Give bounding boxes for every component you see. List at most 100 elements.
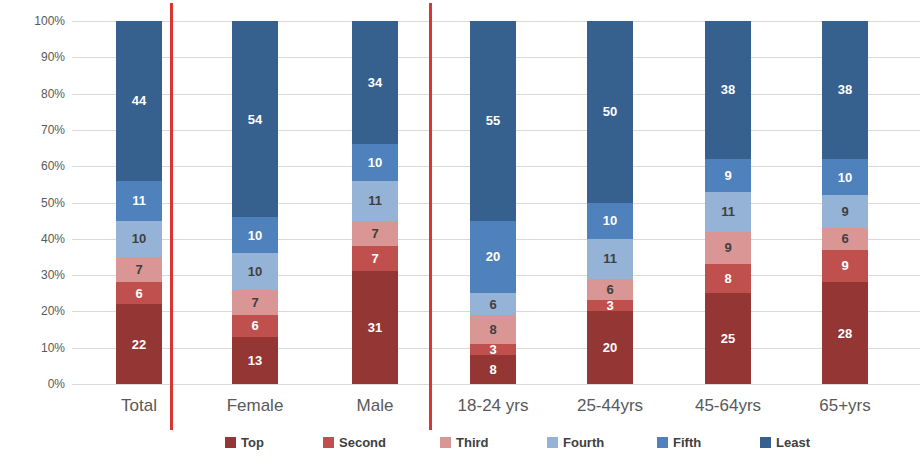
bar-segment-value: 55 [486,115,500,126]
category-label: Female [195,396,315,416]
legend-label: Top [241,436,264,449]
bar-segment-value: 10 [132,233,146,244]
y-axis-tick-label: 60% [7,160,65,173]
bar-segment-value: 20 [603,342,617,353]
y-axis-tick-label: 10% [7,342,65,355]
legend-item: Third [440,435,489,449]
bar-segment: 10 [352,144,398,180]
bar-segment-value: 3 [489,344,496,355]
bar-segment: 8 [470,355,516,384]
bar-segment-value: 28 [838,328,852,339]
y-axis-tick-label: 50% [7,197,65,210]
bar-segment: 6 [822,228,868,250]
bar-segment: 8 [705,264,751,293]
legend-swatch [657,437,668,448]
bar-segment: 31 [352,271,398,384]
bar-segment-value: 9 [841,260,848,271]
bar-segment-value: 11 [368,195,382,206]
bar-segment: 38 [822,21,868,159]
bar-segment: 6 [116,282,162,304]
bar-segment: 55 [470,21,516,221]
legend-item: Fourth [547,435,604,449]
bar-segment: 7 [116,257,162,282]
bar-segment-value: 10 [248,266,262,277]
bar-segment: 6 [470,293,516,315]
bar-segment: 10 [587,203,633,239]
bar-segment: 44 [116,21,162,181]
divider-line [170,3,173,430]
bar: 5410107613 [232,21,278,384]
bar-segment-value: 11 [603,253,617,264]
bar: 38 9 11 9 8 25 [705,21,751,384]
bar-segment-value: 54 [248,114,262,125]
legend-item: Fifth [657,435,701,449]
bar-segment: 34 [352,21,398,144]
category-label: 45-64yrs [668,396,788,416]
bar-segment: 9 [822,195,868,228]
bar-segment-value: 31 [368,322,382,333]
bar: 34 10 11 7 7 31 [352,21,398,384]
bar: 38 10 9 6 9 28 [822,21,868,384]
bar-segment-value: 11 [132,195,146,206]
bar-segment: 9 [705,159,751,192]
y-axis-tick-label: 40% [7,233,65,246]
bar-segment-value: 10 [368,157,382,168]
bar-segment: 25 [705,293,751,384]
bar-segment: 3 [587,300,633,311]
bar-segment: 11 [587,239,633,279]
bar-segment: 10 [822,159,868,195]
category-label: Male [315,396,435,416]
bar-segment: 50 [587,21,633,203]
bar-segment-value: 7 [371,228,378,239]
bar-segment-value: 9 [724,170,731,181]
bar-segment: 13 [232,337,278,384]
bar-segment-value: 38 [838,84,852,95]
bar-segment-value: 7 [371,253,378,264]
legend-label: Third [456,436,489,449]
bar-segment: 9 [822,250,868,283]
y-axis-tick-label: 100% [7,15,65,28]
bar-segment: 11 [705,192,751,232]
legend-label: Second [339,436,386,449]
category-label: 18-24 yrs [433,396,553,416]
bar-segment-value: 8 [489,324,496,335]
bar-segment-value: 6 [489,299,496,310]
bar-segment-value: 10 [603,215,617,226]
category-label: Total [79,396,199,416]
bar-segment: 7 [352,246,398,271]
bar-segment: 28 [822,282,868,384]
bar-segment-value: 9 [724,242,731,253]
bar-segment: 22 [116,304,162,384]
legend-swatch [225,437,236,448]
bar-segment-value: 10 [248,230,262,241]
bar-segment-value: 7 [135,264,142,275]
bar: 44 11 10 7 622 [116,21,162,384]
legend-label: Least [776,436,810,449]
y-axis-tick-label: 70% [7,124,65,137]
y-axis-tick-label: 30% [7,269,65,282]
bar-segment-value: 38 [721,84,735,95]
bar-segment-value: 44 [132,95,146,106]
bar-segment-value: 25 [721,333,735,344]
bar-segment-value: 34 [368,77,382,88]
bar-segment-value: 9 [841,206,848,217]
legend-label: Fourth [563,436,604,449]
bar-segment-value: 8 [489,364,496,375]
y-axis-tick-label: 90% [7,51,65,64]
bar-segment: 7 [352,221,398,246]
bar-segment: 11 [352,181,398,221]
bar-segment-value: 13 [248,355,262,366]
bar-segment: 10 [232,217,278,253]
y-axis-tick-label: 20% [7,305,65,318]
bar-segment-value: 10 [838,172,852,183]
legend-item: Least [760,435,810,449]
bar-segment-value: 20 [486,251,500,262]
bar: 55 20 6 8 3 8 [470,21,516,384]
category-label: 25-44yrs [550,396,670,416]
bar-segment-value: 8 [724,273,731,284]
bar-segment-value: 50 [603,106,617,117]
legend-swatch [323,437,334,448]
divider-line [429,3,432,430]
category-label: 65+yrs [785,396,905,416]
bar-segment-value: 7 [251,297,258,308]
